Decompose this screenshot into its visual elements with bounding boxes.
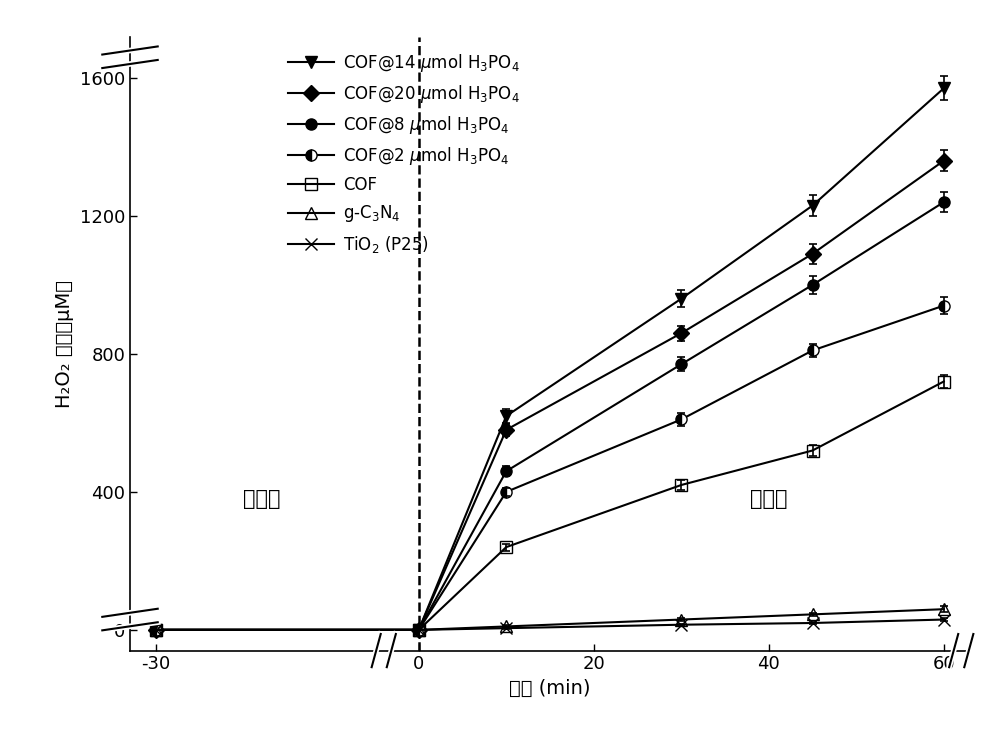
Text: 黑暗中: 黑暗中 <box>242 489 280 509</box>
Legend: COF@14 $\mu$mol H$_3$PO$_4$, COF@20 $\mu$mol H$_3$PO$_4$, COF@8 $\mu$mol H$_3$PO: COF@14 $\mu$mol H$_3$PO$_4$, COF@20 $\mu… <box>281 45 526 261</box>
X-axis label: 时间 (min): 时间 (min) <box>509 679 591 698</box>
Text: 光照下: 光照下 <box>750 489 788 509</box>
Y-axis label: H₂O₂ 浓度（μM）: H₂O₂ 浓度（μM） <box>55 279 74 408</box>
